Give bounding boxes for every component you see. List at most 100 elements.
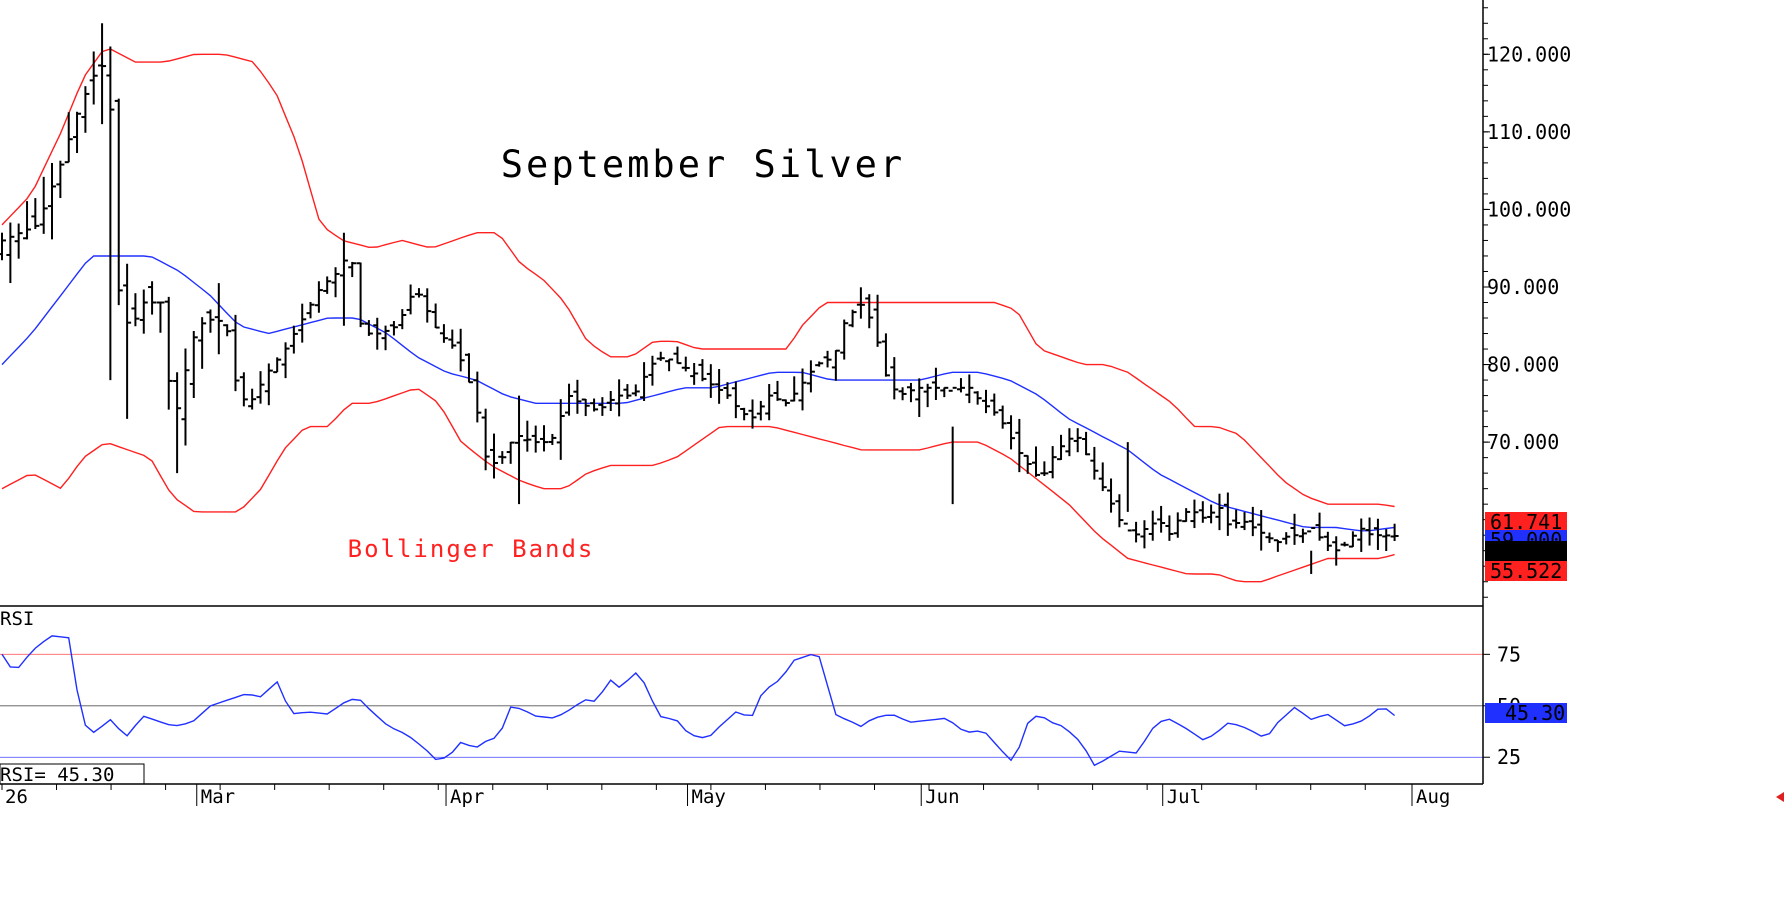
ohlc-bar: [214, 283, 223, 355]
ohlc-bar: [640, 362, 649, 402]
bollinger-upper-line: [1, 48, 1395, 508]
ohlc-bar: [1048, 446, 1057, 479]
date-tick-label: Mar: [201, 786, 235, 808]
rsi-line: [1, 635, 1396, 767]
ohlc-bar: [940, 386, 949, 398]
ohlc-bar: [314, 281, 323, 313]
ohlc-bar: [865, 294, 874, 329]
ohlc-bar: [806, 360, 815, 393]
ohlc-bar: [139, 289, 148, 334]
ohlc-bar: [1082, 431, 1091, 456]
ohlc-bar: [498, 451, 507, 464]
ohlc-bar: [1107, 478, 1116, 513]
ohlc-bar: [565, 383, 574, 416]
ohlc-bar: [1182, 508, 1191, 523]
ohlc-bar: [531, 425, 540, 453]
date-tick-label: Apr: [450, 786, 484, 808]
ohlc-bar: [1065, 428, 1074, 457]
ohlc-bar: [873, 294, 882, 347]
rsi-readout-text: RSI= 45.30: [0, 764, 114, 786]
ohlc-bar: [281, 342, 290, 379]
ohlc-bar: [164, 296, 173, 410]
ohlc-bar: [14, 223, 23, 259]
ohlc-bar: [856, 287, 865, 319]
ohlc-bar: [998, 405, 1007, 429]
axes-layer: 120.000 110.000 100.000 90.000 80.000 70.000 6…: [0, 0, 1784, 808]
ohlc-bar: [756, 400, 765, 421]
ohlc-bar: [239, 372, 248, 407]
date-tick-label: Jul: [1167, 786, 1201, 808]
price-tick-label: 100.000: [1487, 197, 1571, 221]
ohlc-bar: [1382, 529, 1391, 552]
ohlc-bar: [481, 408, 490, 471]
ohlc-bar: [623, 384, 632, 399]
ohlc-bar: [740, 407, 749, 421]
ohlc-bar: [223, 324, 232, 337]
ohlc-bar: [1373, 518, 1382, 550]
ohlc-bar: [114, 98, 123, 306]
ohlc-bar: [431, 303, 440, 329]
ohlc-bar: [665, 358, 674, 372]
ohlc-bar: [306, 301, 315, 319]
ohlc-bar: [540, 425, 548, 452]
ohlc-bar: [831, 349, 840, 381]
ohlc-bar: [523, 420, 532, 452]
ohlc-bar: [323, 276, 332, 294]
ohlc-bar: [790, 376, 799, 402]
ohlc-bar: [231, 314, 240, 392]
ohlc-bar: [1207, 504, 1216, 524]
ohlc-bar: [1290, 513, 1299, 545]
ohlc-bar: [98, 23, 107, 125]
ohlc-bar: [356, 262, 365, 328]
ohlc-bar: [1057, 434, 1066, 461]
ohlc-bar: [556, 399, 565, 460]
bollinger-middle-line: [1, 255, 1395, 532]
ohlc-bar: [1015, 418, 1024, 473]
ohlc-bar: [298, 303, 307, 343]
ohlc-bar: [731, 381, 740, 419]
ohlc-bar: [881, 333, 890, 377]
ohlc-bar: [573, 379, 582, 414]
ohlc-bar: [81, 86, 90, 133]
ohlc-bar: [373, 317, 382, 350]
ohlc-bar: [1115, 494, 1124, 528]
ohlc-bar: [681, 356, 690, 372]
ohlc-bar: [331, 267, 340, 298]
date-tick-label: Aug: [1416, 786, 1450, 808]
ohlc-bar: [1365, 517, 1374, 546]
rsi-value-tag: 45.30: [1485, 701, 1567, 725]
ohlc-bar: [56, 160, 65, 199]
ohlc-bar: [915, 378, 924, 417]
ohlc-bar: [248, 388, 257, 410]
ohlc-bar: [631, 384, 640, 397]
chart-title: September Silver: [501, 143, 905, 186]
price-tick-label: 80.000: [1487, 353, 1559, 377]
ohlc-bar: [389, 321, 398, 336]
ohlc-bar: [23, 201, 32, 240]
ohlc-bar: [48, 162, 56, 240]
ohlc-bar: [1007, 415, 1016, 450]
rsi-tick-label: 75: [1497, 642, 1521, 666]
ohlc-bar: [965, 374, 974, 404]
bollinger-lower-line: [1, 388, 1395, 583]
ohlc-bar: [906, 382, 915, 403]
ohlc-bar: [364, 320, 373, 336]
ohlc-bar: [1123, 442, 1132, 532]
ohlc-bar: [198, 317, 207, 369]
ohlc-bar: [606, 391, 615, 412]
ohlc-bar: [181, 348, 190, 446]
price-tag: 55.522: [1485, 559, 1567, 583]
ohlc-bar: [398, 309, 407, 330]
rsi-value-tag-box: [1485, 703, 1567, 723]
ohlc-bar: [1023, 454, 1032, 474]
ohlc-bar: [723, 382, 732, 399]
ohlc-bar: [123, 263, 132, 419]
ohlc-bar: [706, 364, 715, 398]
ohlc-bar: [656, 351, 665, 361]
ohlc-bar: [948, 386, 957, 505]
ohlc-bar: [848, 309, 857, 328]
ohlc-bar: [73, 111, 82, 154]
rsi-panel: RSI RSI= 45.30: [0, 608, 1483, 786]
ohlc-bar: [765, 384, 774, 421]
price-tick-label: 90.000: [1487, 275, 1559, 299]
